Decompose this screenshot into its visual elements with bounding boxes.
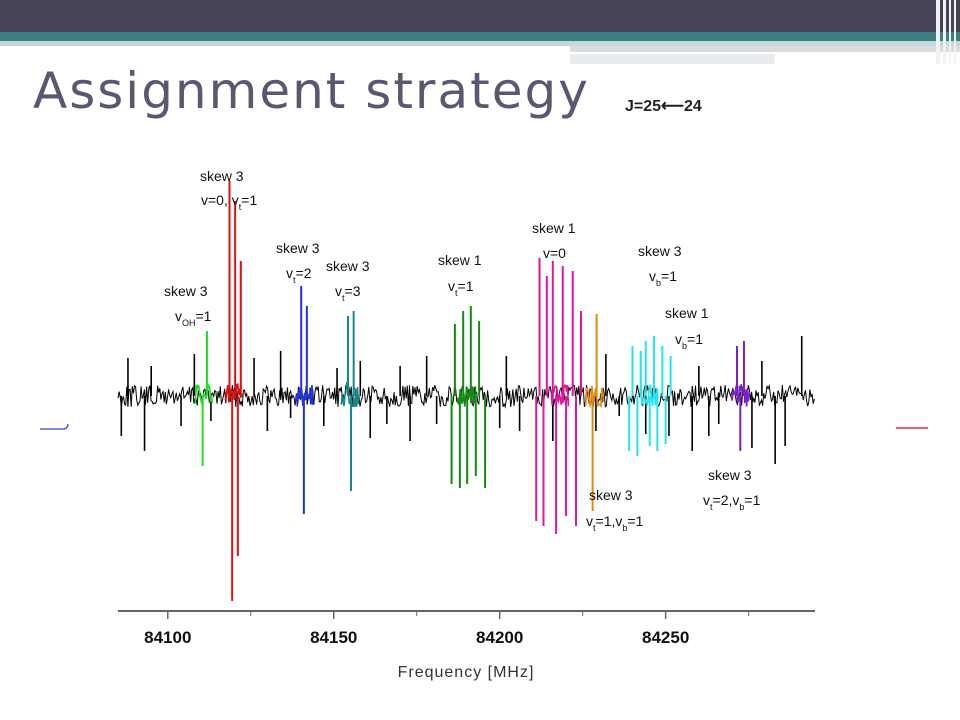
annotation-label: skew 3	[200, 168, 244, 184]
annotation-label: skew 1	[438, 252, 482, 268]
band-noise-9	[730, 383, 751, 407]
band-noise-5	[456, 385, 477, 407]
x-ticks: 84100 84150 84200 84250	[144, 611, 750, 647]
annotation-label: skew 3	[276, 240, 320, 256]
annotation-state: vOH=1	[175, 308, 212, 328]
annotation-label: skew 3	[589, 487, 633, 503]
annotation-label: skew 3	[326, 258, 370, 274]
slide-header-rule-2	[570, 52, 890, 54]
annotation-label: skew 3	[638, 243, 682, 259]
band-noise-1	[194, 382, 214, 404]
x-tick-label: 84200	[476, 628, 523, 647]
band-noise-7	[584, 385, 605, 409]
band-noise-2	[224, 383, 244, 403]
annotation-label: skew 3	[164, 283, 208, 299]
slide-header-band-gray	[570, 46, 960, 52]
annotation-state: vt=3	[335, 283, 361, 303]
slide-header-band-gray-2	[570, 54, 775, 64]
annotation-state: vt=1,vb=1	[586, 513, 644, 533]
slide-header-bar	[0, 0, 960, 32]
slide-title: Assignment strategy	[33, 62, 590, 120]
annotation-label: skew 3	[708, 467, 752, 483]
spectral-lines	[120, 181, 803, 601]
annotation-label: skew 1	[532, 220, 576, 236]
x-tick-label: 84250	[642, 628, 689, 647]
x-axis-label: Frequency [MHz]	[398, 664, 535, 681]
annotation-state: vb=1	[675, 331, 703, 351]
blue-bracket-mark	[40, 423, 69, 430]
annotation-state: vb=1	[649, 268, 677, 288]
annotation-state: v=0	[543, 245, 566, 261]
band-noise-8	[639, 383, 659, 407]
annotation-state: vt=2	[286, 265, 312, 285]
annotation-state: vt=1	[448, 278, 474, 298]
annotation-label: skew 1	[665, 305, 709, 321]
slide-header-band-light	[0, 41, 960, 46]
slide-corner-decoration	[936, 0, 956, 64]
slide-header-rule	[0, 46, 570, 48]
x-tick-label: 84100	[144, 628, 191, 647]
annotation-state: vt=2,vb=1	[703, 492, 761, 512]
transition-label: J=25⟵24	[625, 98, 702, 115]
line-annotations: skew 3 vOH=1 skew 3 v=0, vt=1 skew 3 vt=2 skew…	[164, 168, 761, 533]
x-tick-label: 84150	[310, 628, 357, 647]
annotation-state: v=0, vt=1	[201, 192, 257, 212]
slide-header-band	[0, 32, 960, 41]
